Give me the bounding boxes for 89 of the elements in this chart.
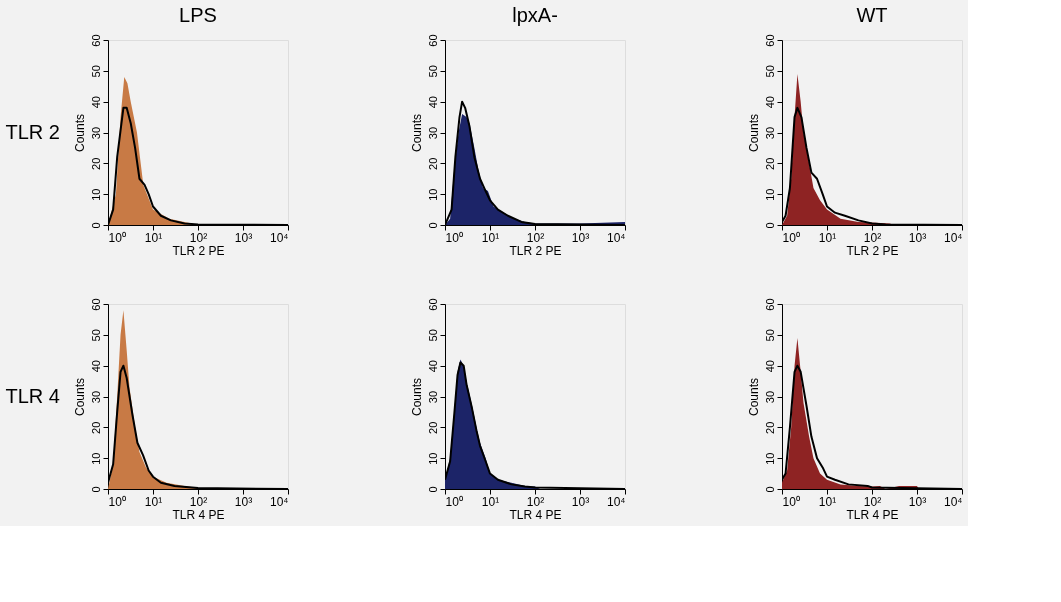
x-tick-label: 10¹ — [818, 494, 837, 509]
chart-title: lpxA- — [512, 3, 558, 26]
y-tick-label: 0 — [426, 222, 439, 229]
x-tick-label: 10³ — [234, 230, 253, 245]
x-tick-label: 10¹ — [144, 494, 163, 509]
text: TLR 4 — [5, 384, 60, 407]
y-axis-title: Counts — [72, 377, 87, 417]
y-tick-label: 20 — [763, 421, 776, 434]
x-axis-title: TLR 4 PE — [172, 507, 225, 522]
y-tick-label: 40 — [763, 96, 776, 109]
y-tick-label: 40 — [89, 96, 102, 109]
y-axis-title: Counts — [746, 377, 761, 417]
chart-title: WT — [856, 3, 888, 26]
y-tick-label: 10 — [763, 452, 776, 465]
x-tick-label: 10² — [863, 230, 882, 245]
x-tick-label: 10⁰ — [782, 494, 800, 509]
x-tick-label: 10¹ — [481, 494, 500, 509]
x-tick-label: 10³ — [571, 494, 590, 509]
x-tick-label: 10⁴ — [269, 230, 289, 245]
x-tick-label: 10¹ — [818, 230, 837, 245]
x-tick-label: 10² — [189, 494, 208, 509]
y-tick-label: 30 — [89, 126, 102, 140]
y-tick-label: 50 — [426, 65, 439, 78]
x-tick-label: 10⁴ — [943, 230, 963, 245]
y-tick-label: 40 — [426, 360, 439, 373]
x-tick-label: 10² — [526, 230, 545, 245]
x-axis-title: TLR 2 PE — [172, 243, 225, 258]
x-axis-title: TLR 2 PE — [846, 243, 899, 258]
y-tick-label: 10 — [89, 188, 102, 201]
y-axis-title: Counts — [409, 377, 424, 417]
y-tick-label: 10 — [426, 452, 439, 465]
x-tick-label: 10³ — [908, 494, 927, 509]
x-tick-label: 10³ — [571, 230, 590, 245]
y-axis-title: Counts — [72, 113, 87, 153]
x-axis-title: TLR 2 PE — [509, 243, 562, 258]
y-tick-label: 30 — [426, 126, 439, 140]
x-tick-label: 10⁰ — [445, 494, 463, 509]
y-tick-label: 50 — [426, 329, 439, 342]
x-tick-label: 10² — [863, 494, 882, 509]
y-tick-label: 60 — [763, 298, 776, 311]
chart-title: LPS — [179, 3, 217, 26]
y-tick-label: 20 — [89, 421, 102, 434]
x-tick-label: 10² — [526, 494, 545, 509]
y-tick-label: 30 — [89, 390, 102, 404]
x-tick-label: 10⁴ — [269, 494, 289, 509]
x-tick-label: 10⁰ — [108, 494, 126, 509]
y-axis-title: Counts — [746, 113, 761, 153]
y-tick-label: 0 — [89, 222, 102, 229]
y-tick-label: 50 — [763, 65, 776, 78]
x-tick-label: 10² — [189, 230, 208, 245]
y-tick-label: 60 — [89, 34, 102, 47]
y-tick-label: 60 — [426, 34, 439, 47]
y-tick-label: 10 — [426, 188, 439, 201]
x-tick-label: 10⁴ — [606, 494, 626, 509]
x-tick-label: 10³ — [234, 494, 253, 509]
x-tick-label: 10⁴ — [943, 494, 963, 509]
y-tick-label: 10 — [89, 452, 102, 465]
y-tick-label: 50 — [89, 65, 102, 78]
y-tick-label: 20 — [426, 421, 439, 434]
y-tick-label: 30 — [763, 390, 776, 404]
x-axis-title: TLR 4 PE — [509, 507, 562, 522]
y-tick-label: 60 — [426, 298, 439, 311]
text: TLR 2 — [5, 120, 60, 143]
y-tick-label: 40 — [426, 96, 439, 109]
y-tick-label: 40 — [763, 360, 776, 373]
x-tick-label: 10⁰ — [782, 230, 800, 245]
x-tick-label: 10⁴ — [606, 230, 626, 245]
x-tick-label: 10¹ — [481, 230, 500, 245]
y-tick-label: 20 — [763, 157, 776, 170]
y-tick-label: 30 — [763, 126, 776, 140]
y-tick-label: 0 — [89, 486, 102, 493]
x-tick-label: 10⁰ — [445, 230, 463, 245]
y-tick-label: 0 — [426, 486, 439, 493]
y-tick-label: 40 — [89, 360, 102, 373]
y-axis-title: Counts — [409, 113, 424, 153]
y-tick-label: 20 — [426, 157, 439, 170]
y-tick-label: 0 — [763, 222, 776, 229]
x-tick-label: 10³ — [908, 230, 927, 245]
y-tick-label: 30 — [426, 390, 439, 404]
y-tick-label: 50 — [89, 329, 102, 342]
x-tick-label: 10¹ — [144, 230, 163, 245]
y-tick-label: 60 — [763, 34, 776, 47]
y-tick-label: 10 — [763, 188, 776, 201]
y-tick-label: 60 — [89, 298, 102, 311]
y-tick-label: 0 — [763, 486, 776, 493]
x-axis-title: TLR 4 PE — [846, 507, 899, 522]
y-tick-label: 20 — [89, 157, 102, 170]
x-tick-label: 10⁰ — [108, 230, 126, 245]
y-tick-label: 50 — [763, 329, 776, 342]
